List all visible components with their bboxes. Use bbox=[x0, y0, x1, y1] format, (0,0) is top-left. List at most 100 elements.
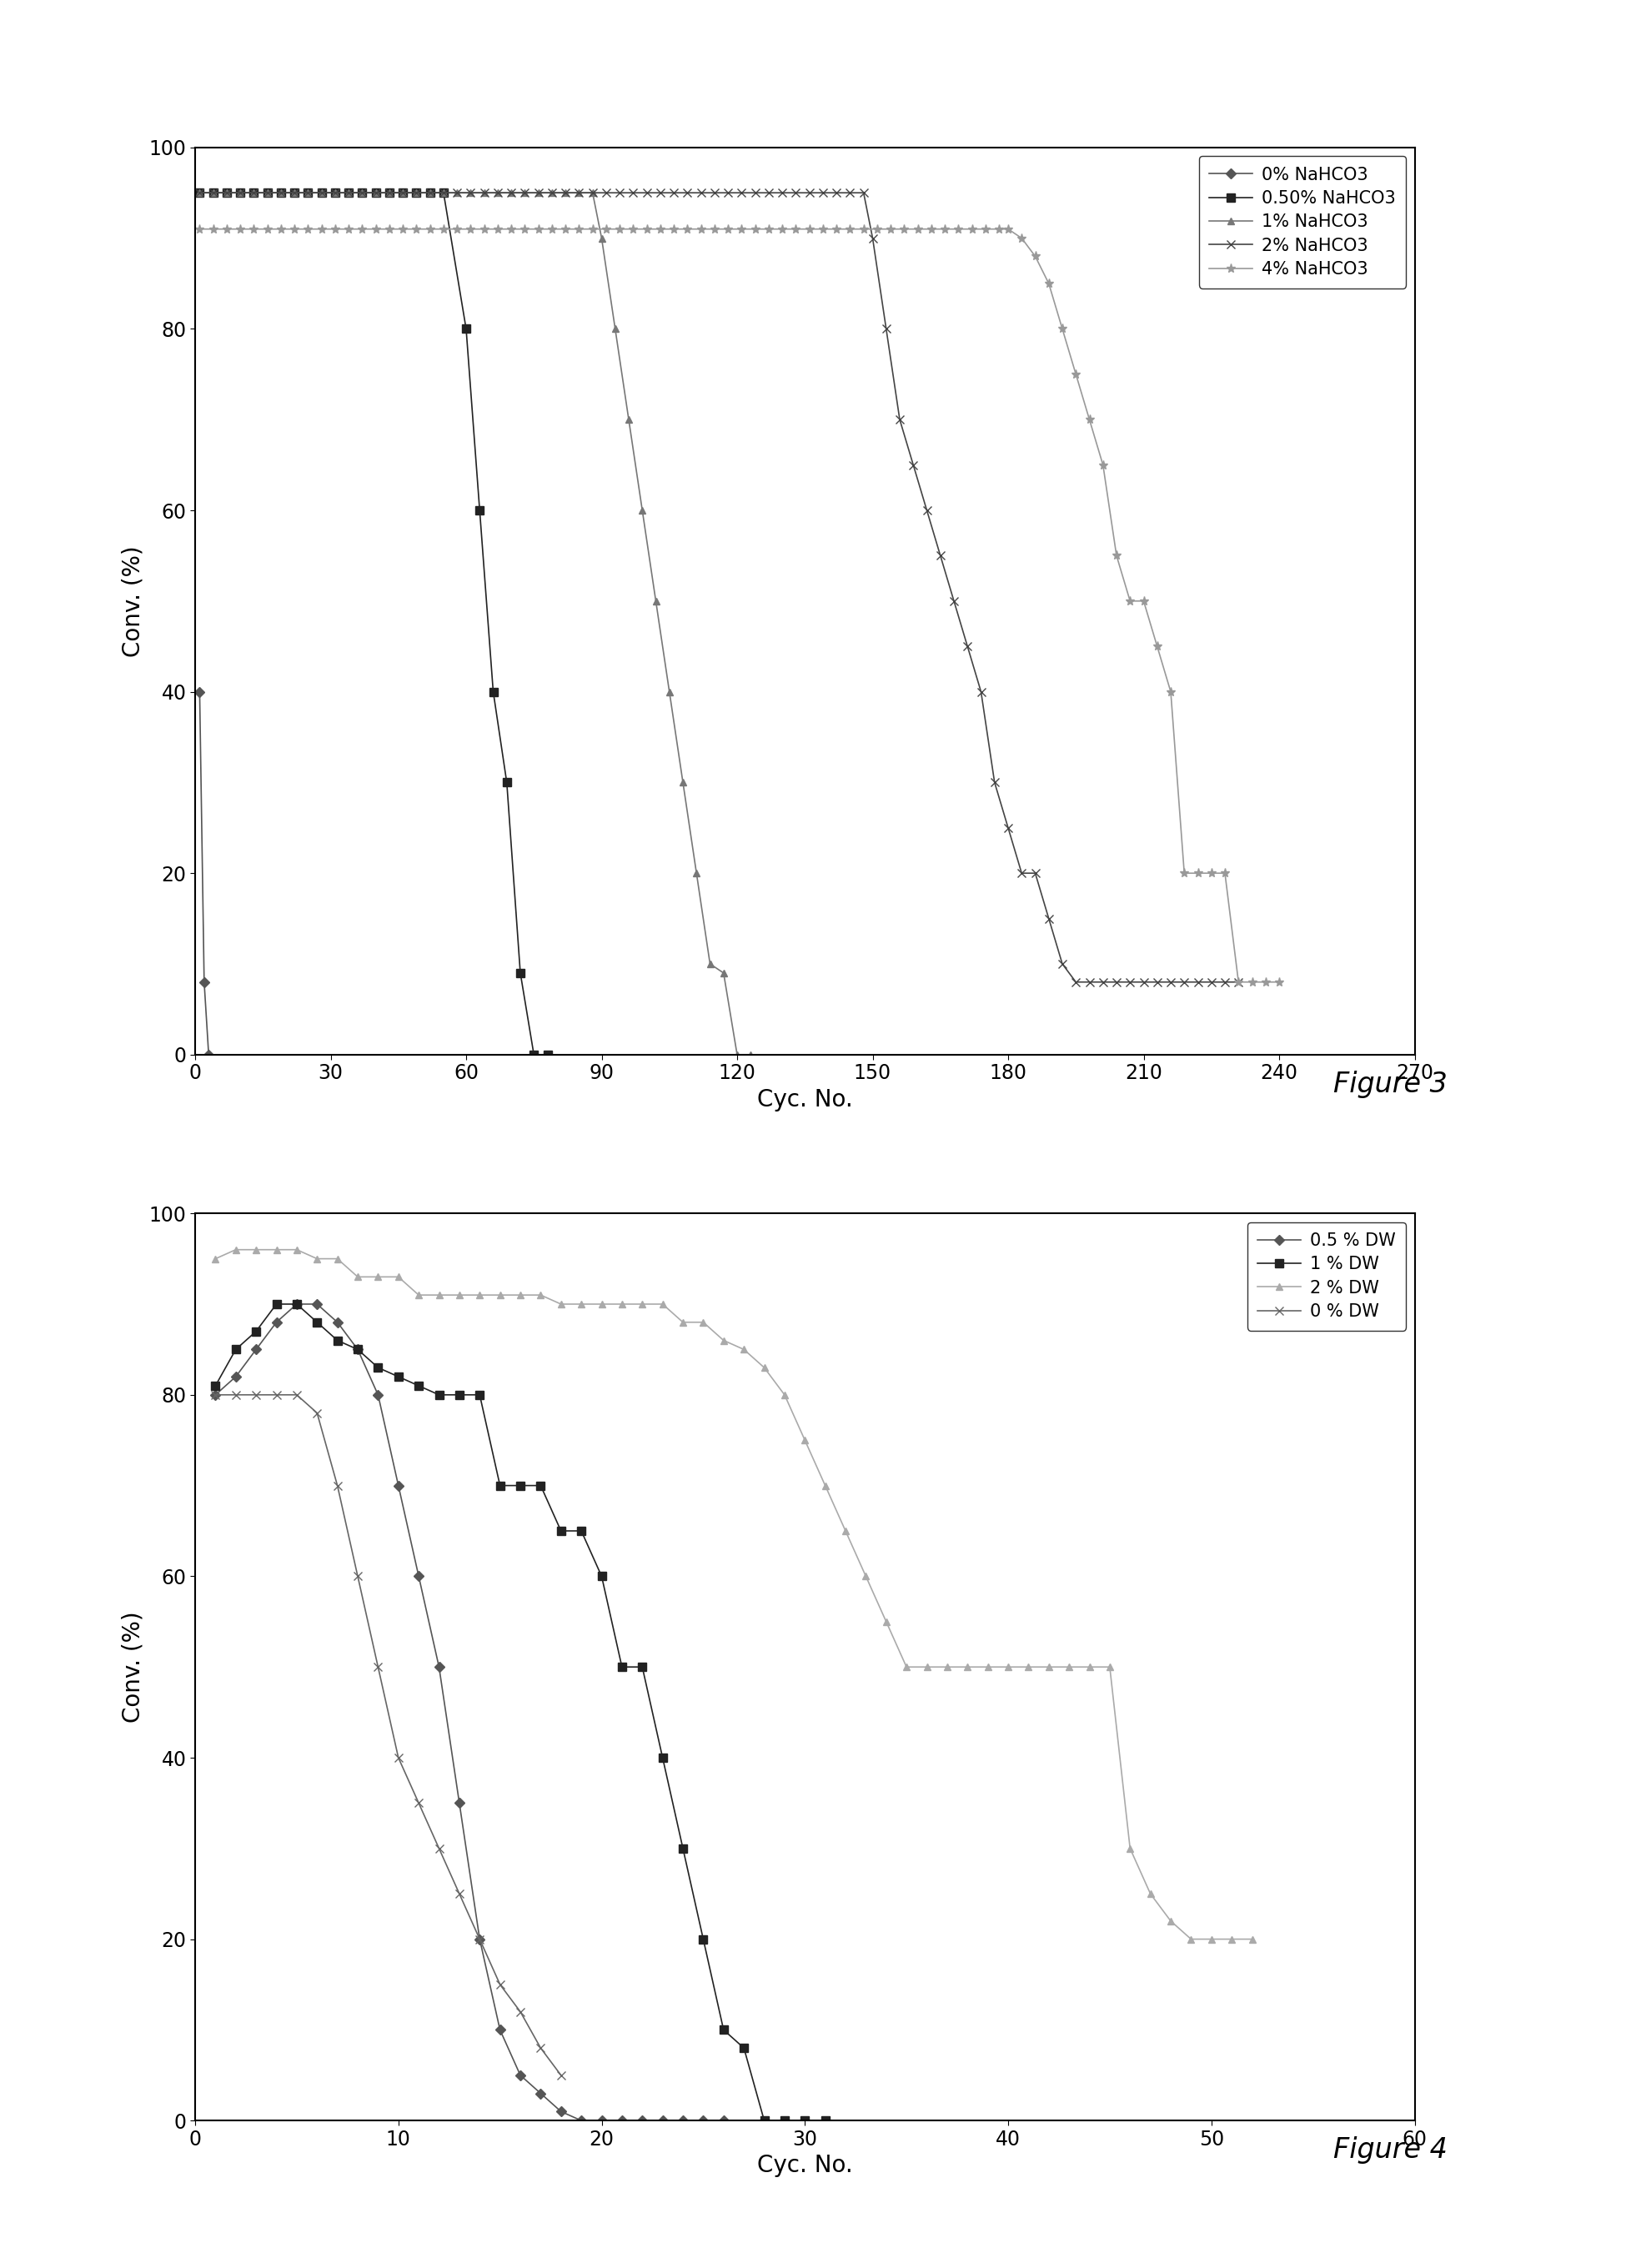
0.5 % DW bbox=[286, 1290, 306, 1318]
2% NaHCO3 bbox=[719, 179, 738, 206]
Line: 0% NaHCO3: 0% NaHCO3 bbox=[197, 687, 211, 1059]
1 % DW bbox=[286, 1290, 306, 1318]
1% NaHCO3 bbox=[298, 179, 317, 206]
0.5 % DW bbox=[348, 1336, 367, 1363]
1 % DW bbox=[611, 1653, 631, 1681]
2% NaHCO3 bbox=[637, 179, 657, 206]
0.50% NaHCO3 bbox=[498, 769, 517, 796]
0.5 % DW bbox=[511, 2062, 530, 2089]
1% NaHCO3 bbox=[541, 179, 561, 206]
1% NaHCO3 bbox=[325, 179, 345, 206]
0.5 % DW bbox=[247, 1336, 267, 1363]
2% NaHCO3 bbox=[257, 179, 276, 206]
Y-axis label: Conv. (%): Conv. (%) bbox=[120, 1610, 145, 1724]
0.50% NaHCO3 bbox=[190, 179, 210, 206]
Text: Figure 4: Figure 4 bbox=[1333, 2136, 1447, 2164]
0 % DW bbox=[511, 1998, 530, 2025]
Legend: 0.5 % DW, 1 % DW, 2 % DW, 0 % DW: 0.5 % DW, 1 % DW, 2 % DW, 0 % DW bbox=[1247, 1222, 1406, 1331]
1% NaHCO3 bbox=[501, 179, 520, 206]
0.50% NaHCO3 bbox=[312, 179, 332, 206]
0.5 % DW bbox=[410, 1563, 429, 1590]
0 % DW bbox=[327, 1472, 348, 1499]
Y-axis label: Conv. (%): Conv. (%) bbox=[120, 544, 145, 658]
Line: 1% NaHCO3: 1% NaHCO3 bbox=[197, 188, 754, 1059]
0 % DW bbox=[226, 1381, 246, 1408]
0 % DW bbox=[389, 1744, 408, 1771]
0.50% NaHCO3 bbox=[272, 179, 291, 206]
0.50% NaHCO3 bbox=[353, 179, 372, 206]
1% NaHCO3 bbox=[203, 179, 223, 206]
2 % DW bbox=[592, 1290, 611, 1318]
4% NaHCO3 bbox=[190, 215, 210, 243]
2 % DW bbox=[226, 1236, 246, 1263]
Line: 2 % DW: 2 % DW bbox=[211, 1245, 1255, 1944]
2% NaHCO3 bbox=[366, 179, 385, 206]
0.5 % DW bbox=[551, 2098, 571, 2125]
4% NaHCO3 bbox=[867, 215, 886, 243]
Line: 2% NaHCO3: 2% NaHCO3 bbox=[195, 188, 1242, 987]
0.50% NaHCO3 bbox=[203, 179, 223, 206]
0.5 % DW bbox=[470, 1926, 489, 1953]
1% NaHCO3 bbox=[393, 179, 413, 206]
0.5 % DW bbox=[389, 1472, 408, 1499]
1% NaHCO3 bbox=[338, 179, 358, 206]
0.5 % DW bbox=[367, 1381, 389, 1408]
1% NaHCO3 bbox=[556, 179, 576, 206]
0.50% NaHCO3 bbox=[538, 1041, 558, 1068]
1% NaHCO3 bbox=[285, 179, 304, 206]
0.5 % DW bbox=[327, 1309, 348, 1336]
1% NaHCO3 bbox=[701, 950, 720, 978]
1% NaHCO3 bbox=[686, 860, 706, 887]
Line: 0.5 % DW: 0.5 % DW bbox=[211, 1300, 727, 2125]
1 % DW bbox=[470, 1381, 489, 1408]
0.5 % DW bbox=[673, 2107, 693, 2134]
0 % DW bbox=[307, 1399, 327, 1427]
0.5 % DW bbox=[693, 2107, 712, 2134]
0 % DW bbox=[491, 1971, 511, 1998]
2% NaHCO3 bbox=[1067, 968, 1086, 996]
1% NaHCO3 bbox=[582, 179, 602, 206]
1 % DW bbox=[226, 1336, 246, 1363]
1 % DW bbox=[511, 1472, 530, 1499]
2 % DW bbox=[1180, 1926, 1200, 1953]
0.5 % DW bbox=[611, 2107, 631, 2134]
1 % DW bbox=[348, 1336, 367, 1363]
1% NaHCO3 bbox=[515, 179, 535, 206]
2 % DW bbox=[714, 1327, 733, 1354]
0.50% NaHCO3 bbox=[524, 1041, 543, 1068]
Line: 1 % DW: 1 % DW bbox=[211, 1300, 829, 2125]
0.5 % DW bbox=[652, 2107, 673, 2134]
1% NaHCO3 bbox=[216, 179, 236, 206]
1 % DW bbox=[367, 1354, 389, 1381]
2% NaHCO3 bbox=[1229, 968, 1249, 996]
1% NaHCO3 bbox=[592, 225, 611, 252]
1% NaHCO3 bbox=[353, 179, 372, 206]
0 % DW bbox=[267, 1381, 286, 1408]
0% NaHCO3 bbox=[190, 678, 210, 705]
1% NaHCO3 bbox=[605, 315, 624, 342]
1 % DW bbox=[410, 1372, 429, 1399]
0 % DW bbox=[286, 1381, 306, 1408]
1% NaHCO3 bbox=[379, 179, 398, 206]
0.5 % DW bbox=[491, 2016, 511, 2043]
1 % DW bbox=[267, 1290, 286, 1318]
0 % DW bbox=[367, 1653, 389, 1681]
0.5 % DW bbox=[449, 1789, 468, 1817]
4% NaHCO3 bbox=[1161, 678, 1180, 705]
1% NaHCO3 bbox=[406, 179, 426, 206]
1% NaHCO3 bbox=[366, 179, 385, 206]
1% NaHCO3 bbox=[272, 179, 291, 206]
1% NaHCO3 bbox=[190, 179, 210, 206]
4% NaHCO3 bbox=[1067, 361, 1086, 388]
0.50% NaHCO3 bbox=[483, 678, 502, 705]
1% NaHCO3 bbox=[460, 179, 480, 206]
1 % DW bbox=[389, 1363, 408, 1390]
0 % DW bbox=[470, 1926, 489, 1953]
0 % DW bbox=[205, 1381, 224, 1408]
1% NaHCO3 bbox=[673, 769, 693, 796]
1 % DW bbox=[429, 1381, 449, 1408]
1 % DW bbox=[530, 1472, 550, 1499]
0.5 % DW bbox=[572, 2107, 592, 2134]
1% NaHCO3 bbox=[312, 179, 332, 206]
4% NaHCO3 bbox=[1120, 587, 1140, 615]
